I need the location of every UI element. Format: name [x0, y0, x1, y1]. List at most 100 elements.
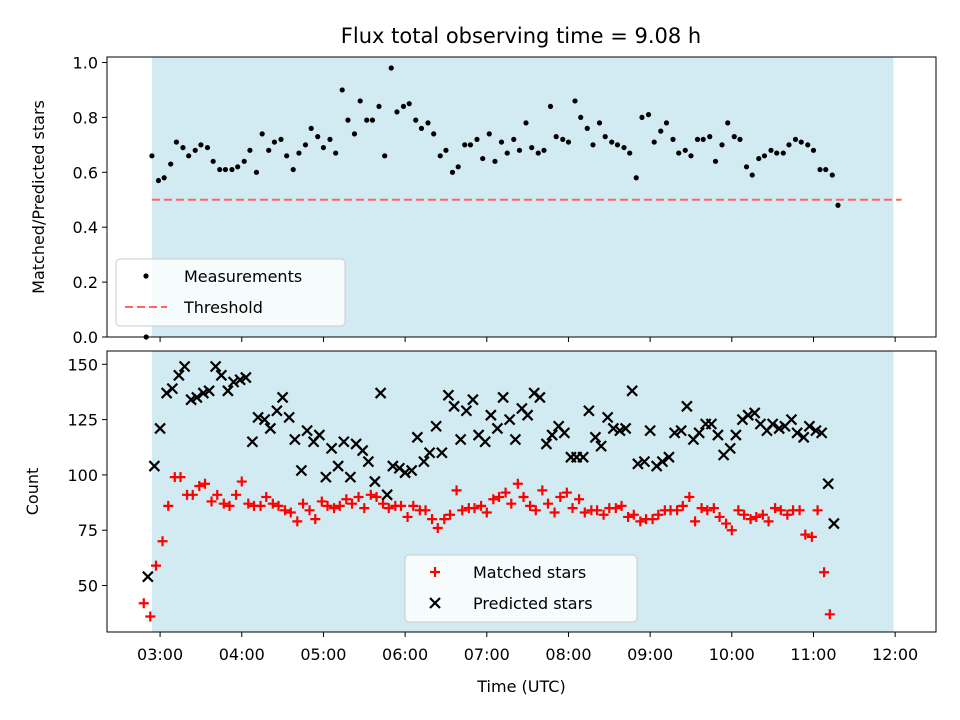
measurements-point — [817, 166, 823, 173]
measurements-point — [584, 125, 590, 131]
measurements-point — [229, 166, 235, 173]
predicted-stars-point — [209, 360, 222, 373]
predicted-stars-point — [301, 424, 313, 437]
x-tick-label: 10:00 — [709, 645, 755, 664]
measurements-point — [376, 103, 382, 110]
matched-stars-point — [359, 503, 370, 514]
measurements-point — [786, 142, 792, 148]
measurements-point — [259, 131, 265, 137]
y-tick-label: 150 — [67, 355, 98, 374]
top-y-ticks: 0.0 0.2 0.4 0.6 0.8 1.0 — [73, 53, 896, 347]
predicted-stars-point — [730, 429, 742, 441]
measurements-point — [388, 65, 394, 71]
predicted-stars-point — [442, 389, 455, 402]
measurements-point — [805, 142, 811, 148]
matched-stars-point — [334, 500, 345, 511]
predicted-stars-point — [173, 369, 185, 382]
predicted-stars-point — [191, 391, 203, 404]
legend-label: Measurements — [184, 267, 302, 286]
measurements-point — [217, 166, 223, 173]
predicted-stars-point — [283, 411, 295, 424]
predicted-stars-point — [815, 427, 828, 439]
measurements-point — [271, 139, 278, 145]
measurements-point — [327, 136, 333, 142]
matched-stars-point — [672, 505, 683, 516]
predicted-stars-point — [491, 422, 504, 435]
measurements-point — [676, 150, 682, 156]
predicted-stars-point — [656, 455, 669, 468]
measurements-point — [382, 153, 388, 159]
measurements-point — [492, 158, 498, 164]
measurements-point — [418, 125, 425, 131]
predicted-stars-point — [791, 427, 803, 439]
x-tick-label: 03:00 — [137, 645, 183, 664]
measurements-point — [449, 169, 456, 175]
measurements-point — [627, 150, 633, 156]
measurements-point — [682, 147, 688, 153]
measurements-point — [792, 136, 799, 142]
measurements-point — [835, 202, 841, 208]
measurements-point — [241, 158, 247, 164]
matched-stars-point — [310, 514, 321, 525]
measurements-point — [339, 87, 345, 93]
matched-stars-point — [561, 487, 572, 498]
measurements-point — [823, 166, 829, 173]
measurements-point — [192, 147, 198, 153]
matched-stars-point — [206, 496, 217, 507]
predicted-stars-point — [467, 393, 479, 406]
chart-title: Flux total observing time = 9.08 h — [341, 24, 701, 48]
predicted-stars-point — [240, 371, 252, 384]
predicted-stars-point — [338, 435, 350, 448]
predicted-stars-point — [619, 422, 632, 435]
predicted-stars-point — [681, 400, 693, 413]
x-tick-label: 07:00 — [464, 645, 510, 664]
matched-stars-point — [187, 489, 198, 500]
matched-stars-point — [322, 500, 333, 511]
matched-stars-point — [567, 503, 578, 514]
matched-stars-point — [537, 485, 548, 496]
predicted-stars-point — [558, 427, 571, 439]
top-plot-series — [143, 65, 902, 340]
predicted-stars-point — [577, 451, 589, 463]
predicted-stars-point — [289, 433, 301, 446]
matched-stars-point — [690, 516, 701, 527]
measurements-point — [511, 136, 517, 142]
matched-stars-point — [304, 505, 315, 516]
matched-stars-point — [500, 487, 511, 498]
x-tick-label: 12:00 — [872, 645, 918, 664]
matched-stars-point — [163, 500, 174, 511]
matched-stars-point — [145, 611, 156, 622]
legend-box — [115, 258, 346, 327]
legend-label: Threshold — [183, 298, 263, 317]
measurements-point — [547, 103, 554, 110]
matched-stars-point — [212, 489, 223, 500]
top-legend: Measurements Threshold — [115, 258, 346, 327]
matched-stars-point — [427, 514, 438, 525]
matched-stars-point — [530, 505, 541, 516]
matched-stars-point — [457, 505, 468, 516]
predicted-stars-point — [320, 471, 332, 483]
measurements-point — [284, 153, 290, 159]
matched-stars-point — [794, 505, 805, 516]
predicted-stars-point — [601, 411, 614, 424]
measurements-point — [749, 172, 755, 178]
predicted-stars-point — [448, 400, 460, 413]
matched-stars-point — [420, 505, 431, 516]
measurements-point — [639, 114, 645, 120]
predicted-stars-point — [607, 422, 620, 435]
matched-stars-point — [782, 509, 793, 520]
matched-stars-point — [194, 480, 205, 491]
matched-stars-point — [255, 500, 266, 511]
matched-stars-point — [726, 525, 737, 536]
matched-stars-point — [481, 507, 492, 518]
matched-stars-point — [273, 500, 284, 511]
predicted-stars-point — [356, 444, 369, 457]
predicted-stars-point — [509, 433, 522, 446]
x-tick-label: 08:00 — [545, 645, 591, 664]
measurements-point — [670, 136, 676, 142]
predicted-stars-point — [418, 455, 430, 468]
predicted-stars-point — [497, 391, 509, 404]
matched-stars-point — [518, 492, 529, 503]
predicted-stars-point — [344, 471, 357, 483]
matched-stars-point — [702, 505, 713, 516]
